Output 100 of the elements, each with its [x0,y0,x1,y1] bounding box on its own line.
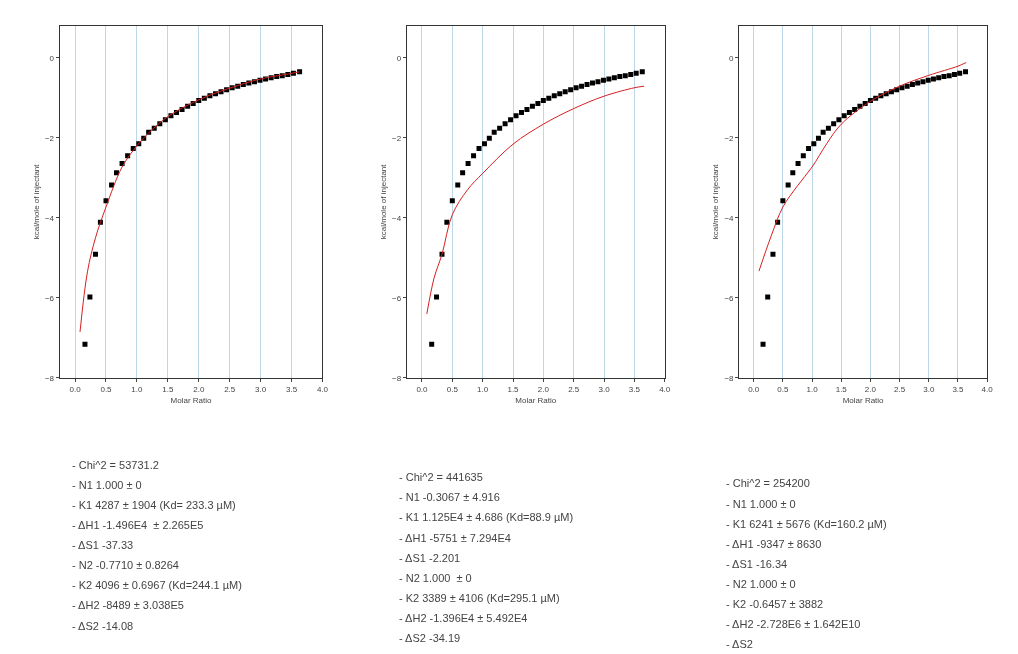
text: - N1 -0.3067 ± 4.916 [399,491,500,503]
text: - ΔH1 -5751 ± 7.294E4 [399,532,511,544]
point [836,117,842,123]
text: - ΔS1 -37.33 [72,539,134,551]
x-axis-title: Molar Ratio [842,395,885,405]
line-series [79,71,301,333]
point [606,76,612,82]
x-tick-label: 4.0 [981,384,994,394]
point [760,341,766,347]
y-tick-label: −4 [392,213,402,223]
point [920,79,926,85]
x-tick-label: 1.0 [477,384,489,394]
x-tick-label: 3.0 [923,384,935,394]
y-tick-label: −2 [44,133,55,143]
point [92,251,98,257]
point [551,93,557,99]
point [770,251,776,257]
point [540,98,546,104]
point [936,75,942,81]
x-tick-label: 0.0 [69,384,82,394]
point [909,82,915,88]
point [951,72,957,78]
y-tick-label: −4 [44,213,55,223]
y-axis-title: kcal/mole of injectant [31,163,41,240]
x-tick-label: 0.5 [446,384,459,394]
point [811,141,817,147]
point [639,69,645,75]
point [825,125,831,131]
x-tick-label: 1.5 [507,384,520,394]
text: - N1 1.000 ± 0 [726,498,796,510]
point [611,75,617,81]
point [790,170,796,176]
text: - N2 1.000 ± 0 [726,578,796,590]
text: - ΔS2 -14.08 [72,620,134,632]
point [795,160,801,166]
point [600,77,606,83]
point [562,89,568,95]
y-axis-title: kcal/mole of injectant [378,163,388,240]
point [455,182,461,188]
point [434,294,440,300]
point [815,135,821,141]
text: - Chi^2 = 254200 [726,477,810,489]
point [820,129,826,135]
x-tick-label: 4.0 [659,384,671,394]
y-tick-label: −6 [392,293,402,303]
text: - K1 6241 ± 5676 (Kd=160.2 µM) [726,518,887,530]
point [915,80,921,86]
point [941,74,947,80]
x-tick-label: 3.5 [952,384,965,394]
text: - Chi^2 = 441635 [399,471,483,483]
x-tick-label: 0.5 [100,384,113,394]
point [579,83,585,89]
text: - ΔH2 -2.728E6 ± 1.642E10 [726,618,861,630]
y-tick-label: −8 [724,373,735,383]
x-axis-title: Molar Ratio [170,395,213,405]
point [476,146,482,152]
text: - K2 3389 ± 4106 (Kd=295.1 µM) [399,592,560,604]
point [82,341,88,347]
point [508,117,514,123]
point [806,146,812,152]
text: - ΔS2 [726,638,753,650]
point [497,125,503,131]
point [622,73,628,79]
y-tick-label: −8 [44,373,55,383]
point [502,121,508,127]
point [557,91,563,97]
y-tick-label: −2 [392,133,402,143]
x-tick-label: 1.0 [806,384,819,394]
point [617,74,623,80]
point [841,113,847,119]
point [87,294,93,300]
point [925,77,931,83]
x-tick-label: 2.0 [537,384,550,394]
text: - ΔH1 -1.496E4 ± 2.265E5 [72,519,204,531]
point [904,83,910,89]
y-tick-label: 0 [396,53,402,63]
point [633,70,639,76]
text: - N1 1.000 ± 0 [72,479,142,491]
x-tick-label: 1.5 [835,384,848,394]
x-tick-label: 3.0 [255,384,267,394]
line-series [426,85,645,315]
x-tick-label: 0.0 [748,384,760,394]
x-tick-label: 2.0 [864,384,877,394]
line-series [758,62,967,272]
y-tick-label: −6 [724,293,735,303]
point [535,100,541,106]
point [114,170,120,176]
text: - ΔH2 -8489 ± 3.038E5 [72,599,184,611]
point [946,73,952,79]
point [491,129,497,135]
text: - ΔH2 -1.396E4 ± 5.492E4 [399,612,528,624]
point [800,153,806,159]
x-tick-label: 2.5 [224,384,236,394]
point [590,80,595,86]
point [103,198,109,204]
text: - ΔS1 -16.34 [726,558,788,570]
point [831,121,837,127]
x-tick-label: 2.0 [193,384,205,394]
x-tick-label: 0.5 [777,384,789,394]
y-tick-label: −8 [392,373,402,383]
